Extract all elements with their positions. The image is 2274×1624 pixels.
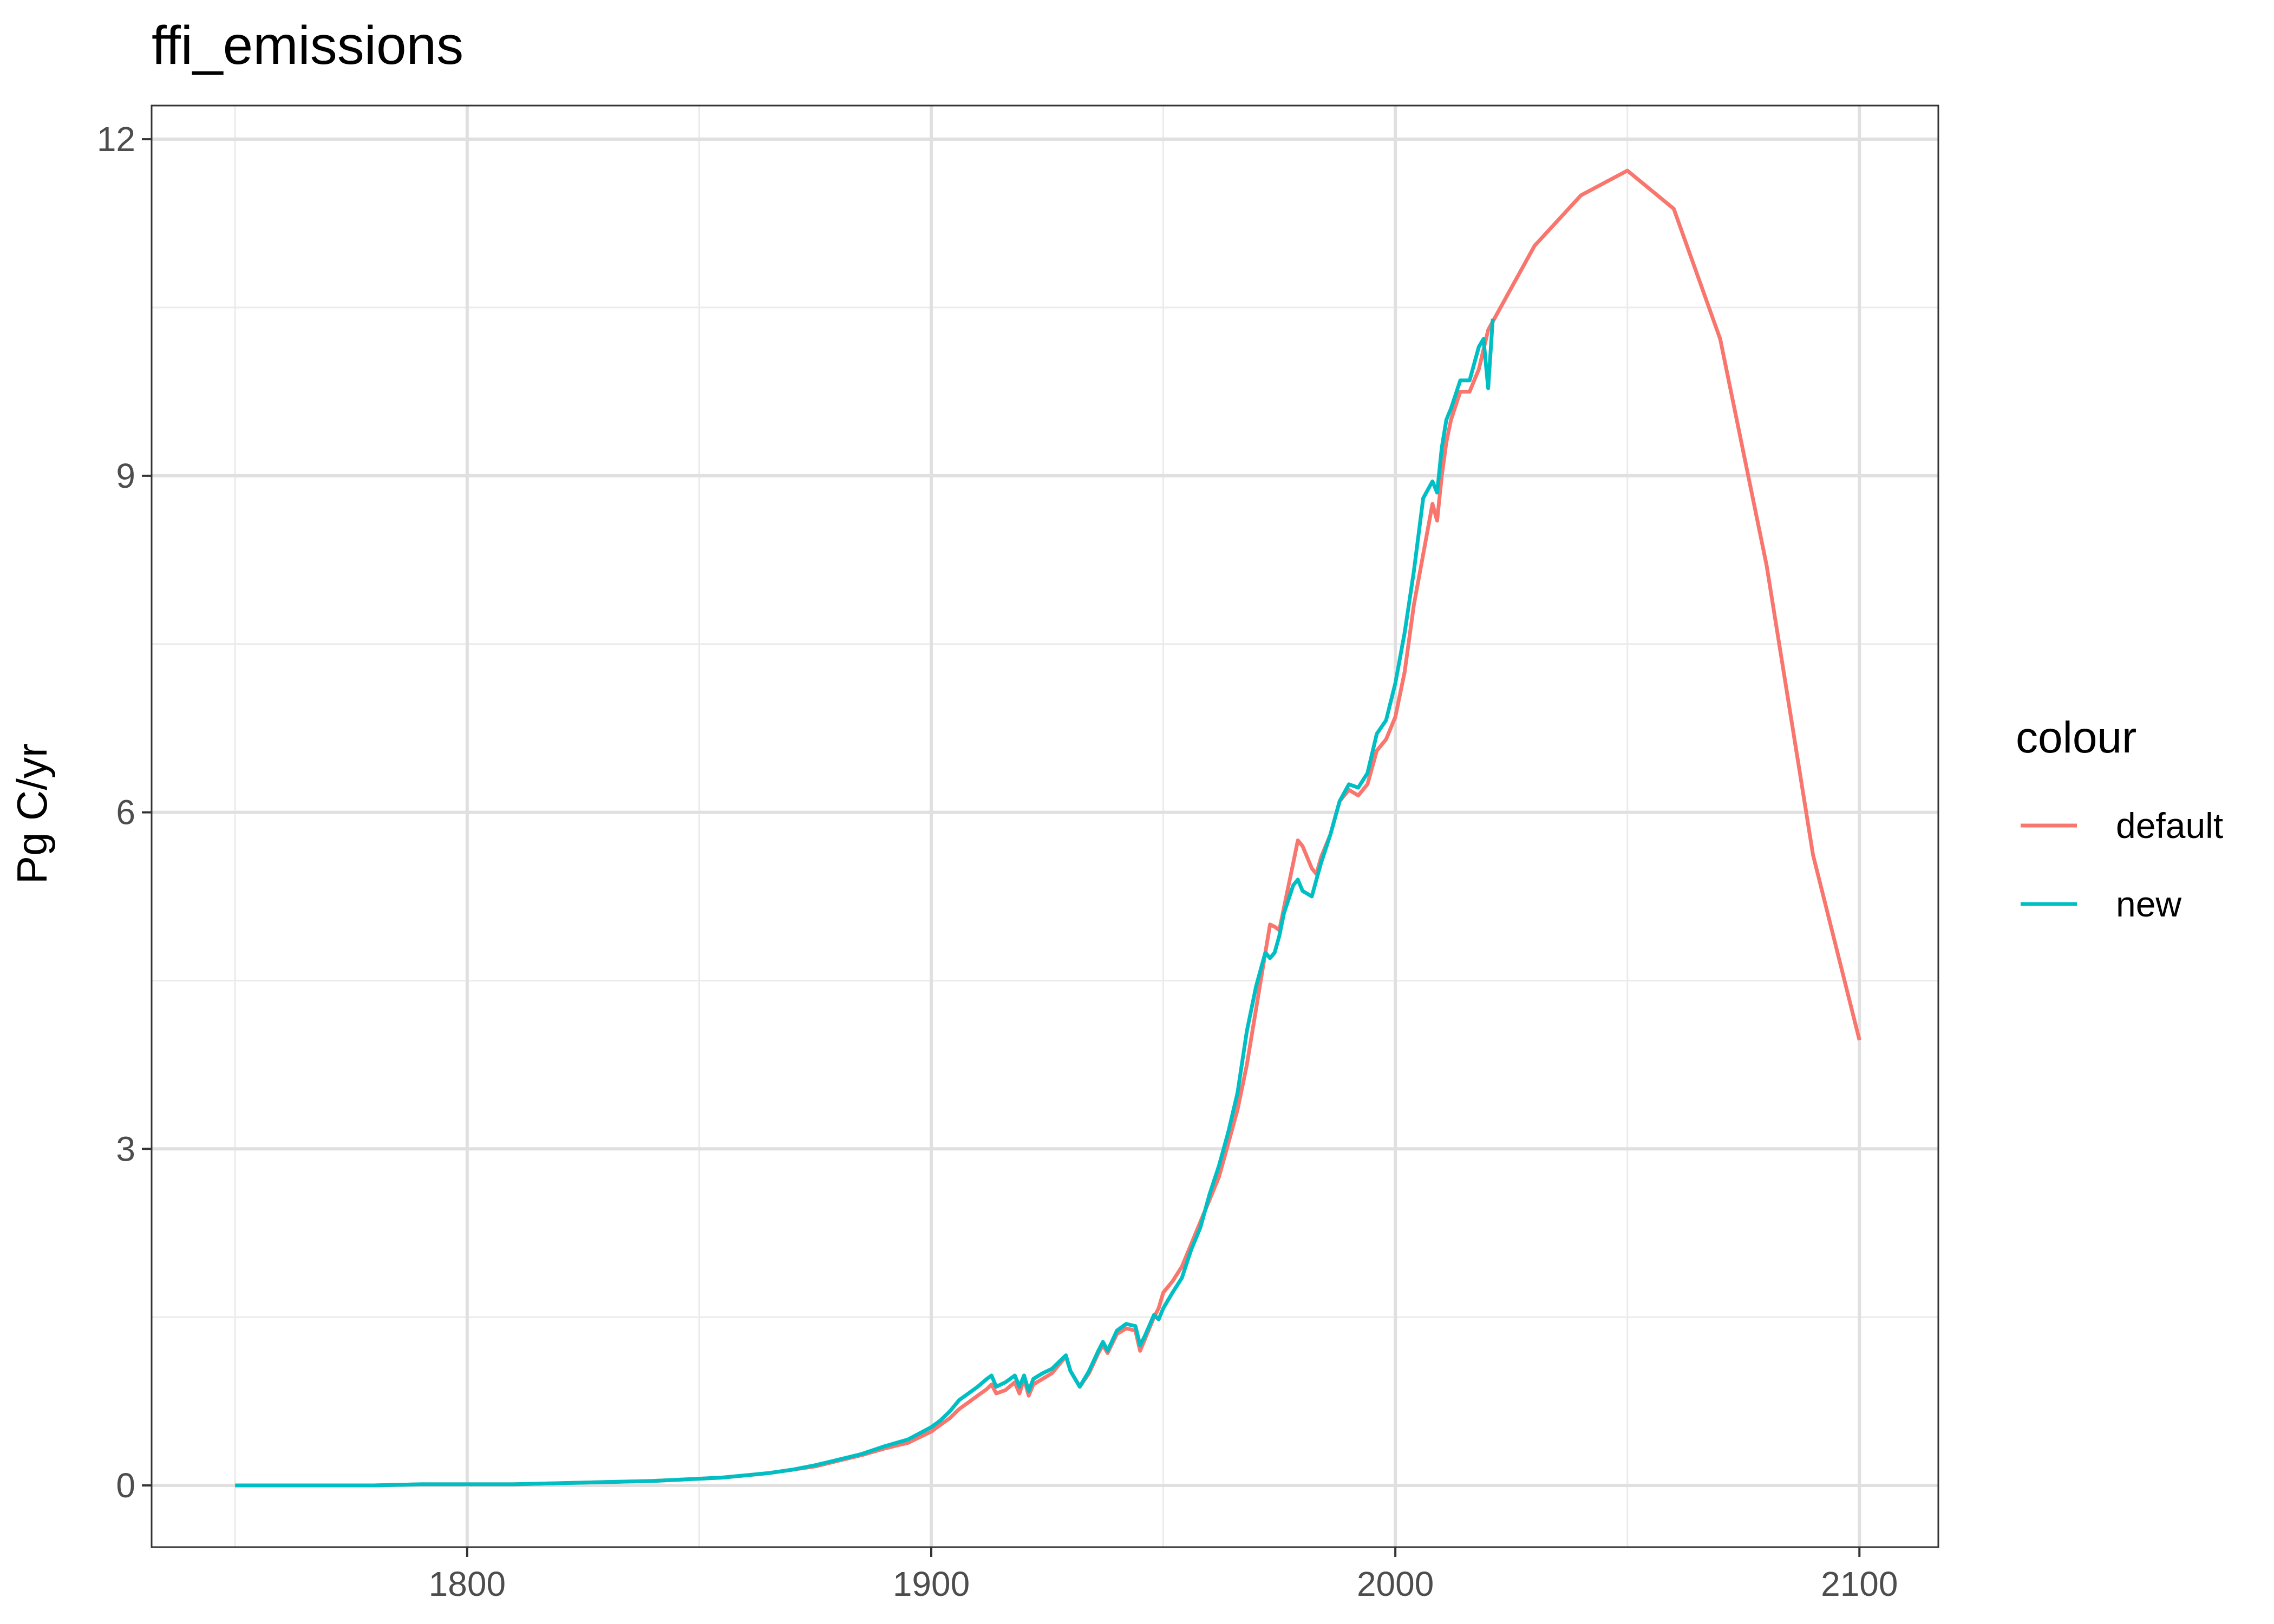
x-tick-label: 1800 — [429, 1564, 506, 1603]
panel-border — [151, 104, 1939, 1548]
panel-background — [152, 106, 1938, 1547]
y-axis-title: Pg C/yr — [8, 743, 56, 884]
legend-label-default: default — [2116, 806, 2223, 846]
x-tick-label: 2000 — [1357, 1564, 1434, 1603]
y-tick-label: 3 — [116, 1129, 135, 1168]
y-tick-label: 0 — [116, 1466, 135, 1505]
x-axis: 1800 1900 2000 2100 — [429, 1547, 1898, 1603]
y-tick-label: 6 — [116, 793, 135, 832]
y-tick-label: 9 — [116, 456, 135, 495]
legend: colour default new — [2013, 713, 2223, 940]
y-axis: 0 3 6 9 12 — [97, 120, 152, 1505]
x-tick-label: 1900 — [893, 1564, 970, 1603]
y-tick-label: 12 — [97, 120, 135, 159]
chart-title: ffi_emissions — [152, 15, 463, 76]
x-tick-label: 2100 — [1821, 1564, 1898, 1603]
legend-title: colour — [2016, 713, 2136, 762]
plot-panel — [151, 104, 1939, 1548]
series-line-new — [235, 318, 1495, 1488]
legend-label-new: new — [2116, 884, 2181, 924]
